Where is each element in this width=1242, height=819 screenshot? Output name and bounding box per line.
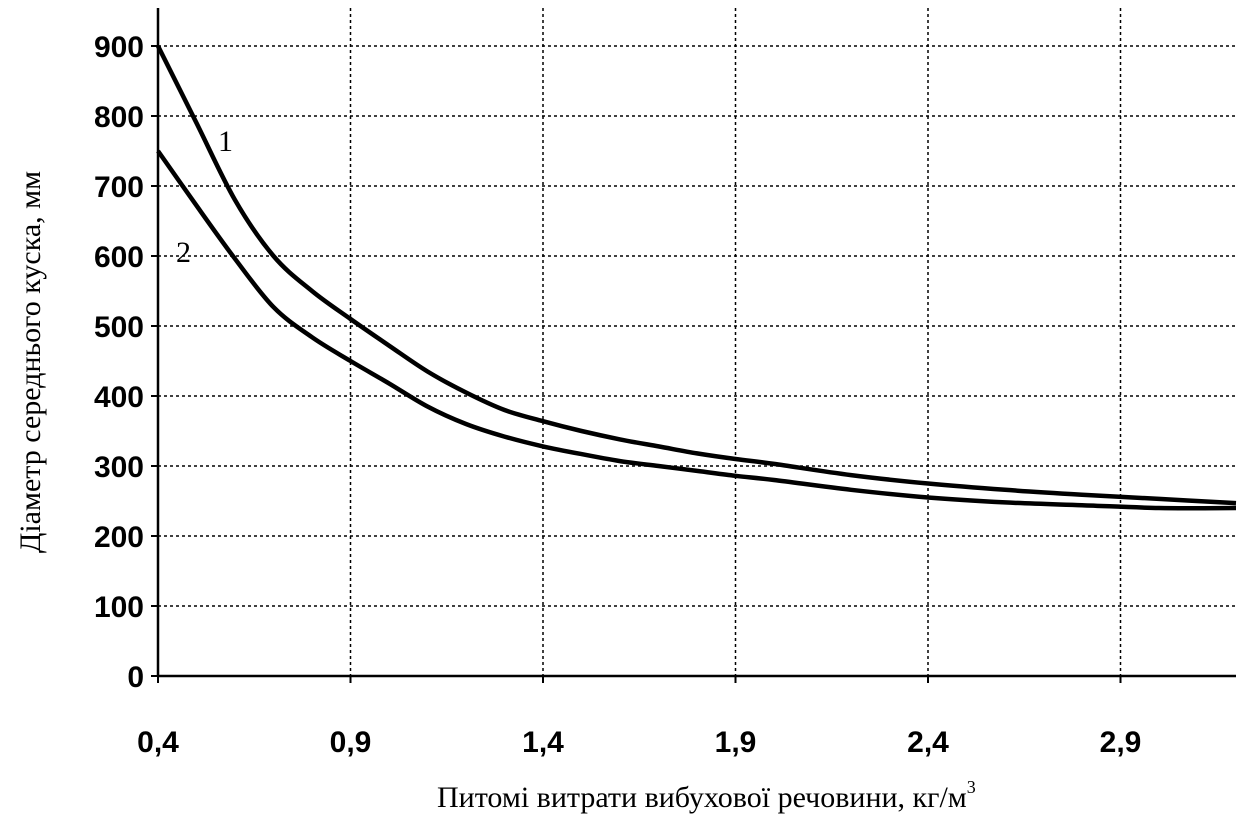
series-label-2: 2 bbox=[176, 236, 191, 269]
x-tick-label: 1,9 bbox=[715, 726, 757, 759]
y-axis-title-text: Діаметр середнього куска, мм bbox=[14, 171, 47, 553]
y-tick-label: 100 bbox=[94, 591, 144, 624]
y-tick-label: 900 bbox=[94, 31, 144, 64]
series-group bbox=[158, 46, 1236, 508]
x-tick-label: 2,4 bbox=[907, 726, 949, 759]
axes bbox=[151, 8, 1236, 683]
y-axis-title: Діаметр середнього куска, мм bbox=[14, 171, 47, 553]
y-tick-label: 200 bbox=[94, 521, 144, 554]
y-tick-label: 0 bbox=[127, 661, 144, 694]
x-tick-label: 1,4 bbox=[522, 726, 564, 759]
y-tick-label: 500 bbox=[94, 311, 144, 344]
x-axis-title-superscript: 3 bbox=[967, 777, 976, 797]
x-tick-labels: 0,4 0,9 1,4 1,9 2,4 2,9 bbox=[137, 726, 1141, 759]
x-axis-title-text: Питомі витрати вибухової речовини, кг/м bbox=[437, 781, 967, 814]
y-tick-labels: 0 100 200 300 400 500 600 700 800 900 bbox=[94, 31, 144, 694]
x-tick-label: 0,9 bbox=[330, 726, 372, 759]
x-tick-label: 0,4 bbox=[137, 726, 179, 759]
y-tick-label: 700 bbox=[94, 171, 144, 204]
y-tick-label: 600 bbox=[94, 241, 144, 274]
x-axis-title: Питомі витрати вибухової речовини, кг/м3 bbox=[437, 777, 976, 814]
x-tick-label: 2,9 bbox=[1100, 726, 1142, 759]
series-label-1: 1 bbox=[218, 125, 233, 158]
y-tick-label: 300 bbox=[94, 451, 144, 484]
y-tick-label: 800 bbox=[94, 101, 144, 134]
y-tick-label: 400 bbox=[94, 381, 144, 414]
series-line-1 bbox=[158, 46, 1236, 503]
